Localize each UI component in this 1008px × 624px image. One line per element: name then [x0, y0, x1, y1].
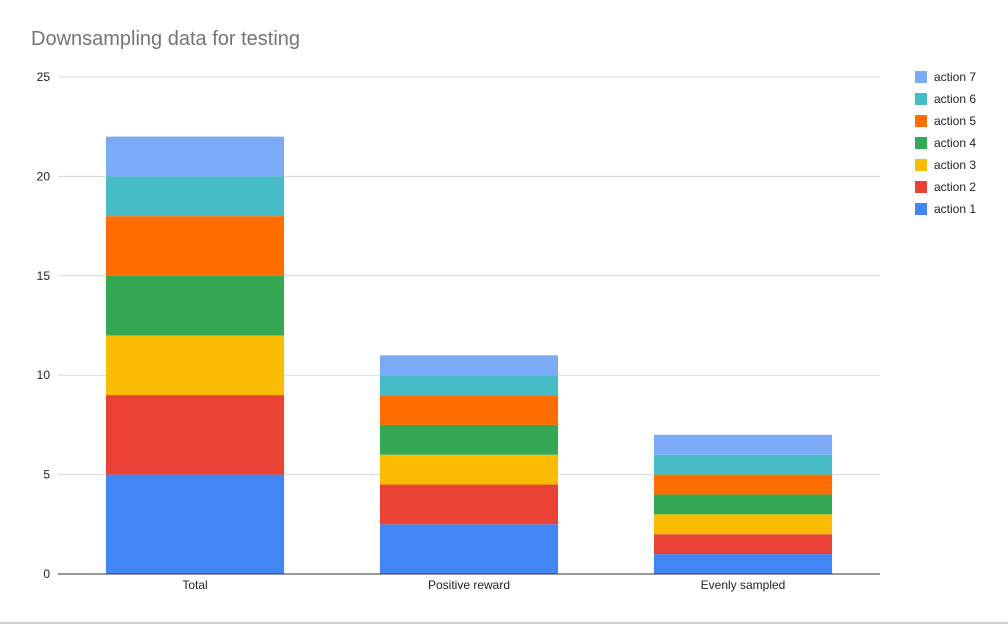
- x-tick-label: Positive reward: [428, 578, 510, 592]
- bar-segment: [105, 136, 285, 177]
- y-tick-label: 10: [37, 368, 51, 382]
- bar-segment: [653, 494, 833, 515]
- legend-swatch: [915, 115, 927, 127]
- bar-segment: [379, 355, 559, 376]
- bottom-divider: [0, 622, 1008, 624]
- bar-segment: [379, 395, 559, 425]
- y-axis-ticks: 0 5 10 15 20 25: [37, 70, 51, 581]
- y-tick-label: 0: [43, 567, 50, 581]
- bar-segment: [653, 434, 833, 455]
- y-tick-label: 15: [37, 269, 51, 283]
- legend-swatch: [915, 71, 927, 83]
- legend-item: action 4: [915, 136, 976, 150]
- legend-label: action 2: [934, 180, 976, 194]
- bar-segment: [379, 524, 559, 574]
- legend-item: action 6: [915, 92, 976, 106]
- legend-item: action 1: [915, 202, 976, 216]
- legend-label: action 6: [934, 92, 976, 106]
- legend-label: action 4: [934, 136, 976, 150]
- legend-swatch: [915, 181, 927, 193]
- bar-segment: [105, 176, 285, 217]
- chart-title: Downsampling data for testing: [31, 28, 301, 50]
- legend-item: action 3: [915, 158, 976, 172]
- bar-segment: [105, 216, 285, 276]
- legend-item: action 7: [915, 70, 976, 84]
- legend-item: action 2: [915, 180, 976, 194]
- legend-label: action 1: [934, 202, 976, 216]
- bar-segment: [105, 275, 285, 336]
- legend-label: action 3: [934, 158, 976, 172]
- bar-segment: [379, 454, 559, 485]
- bar-segment: [653, 454, 833, 475]
- y-tick-label: 25: [37, 70, 51, 84]
- bar-segment: [653, 514, 833, 535]
- legend-label: action 5: [934, 114, 976, 128]
- legend-swatch: [915, 159, 927, 171]
- legend-swatch: [915, 137, 927, 149]
- legend-swatch: [915, 93, 927, 105]
- bar-segment: [379, 375, 559, 396]
- bar-segment: [379, 484, 559, 525]
- x-axis-ticks: Total Positive reward Evenly sampled: [182, 578, 785, 592]
- y-tick-label: 5: [43, 468, 50, 482]
- bar-segment: [653, 534, 833, 555]
- bar-segment: [105, 474, 285, 574]
- x-tick-label: Total: [182, 578, 207, 592]
- legend-swatch: [915, 203, 927, 215]
- bar-segment: [379, 424, 559, 455]
- y-tick-label: 20: [37, 169, 51, 183]
- bar-segment: [105, 335, 285, 396]
- bars: [105, 136, 833, 574]
- x-tick-label: Evenly sampled: [701, 578, 786, 592]
- bar-segment: [105, 395, 285, 475]
- bar-segment: [653, 474, 833, 495]
- legend: action 7 action 6 action 5 action 4 action 3…: [915, 70, 976, 216]
- legend-item: action 5: [915, 114, 976, 128]
- legend-label: action 7: [934, 70, 976, 84]
- bar-segment: [653, 554, 833, 574]
